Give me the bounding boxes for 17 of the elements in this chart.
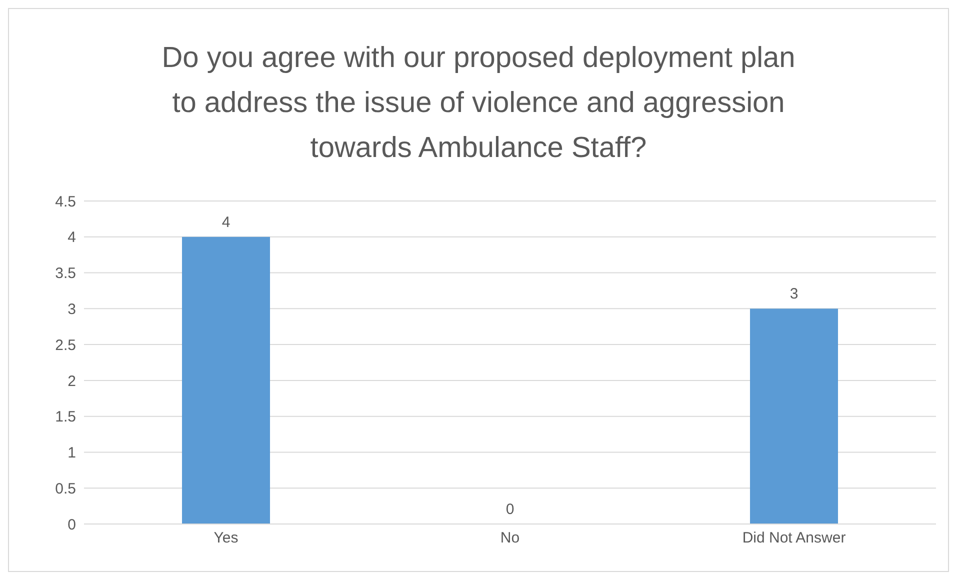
y-tick-label: 0 — [68, 516, 76, 534]
y-tick-label: 4 — [68, 229, 76, 246]
x-tick-label: No — [500, 530, 520, 547]
chart-title: Do you agree with our proposed deployment plan to address the issue of violence and aggression towards Ambulance Staff? — [160, 40, 796, 166]
y-tick-label: 2.5 — [55, 336, 76, 354]
data-label: 0 — [506, 501, 514, 518]
y-tick-label: 1 — [68, 444, 76, 462]
y-tick-label: 0.5 — [55, 480, 76, 498]
data-label: 4 — [222, 214, 230, 231]
x-tick-label: Yes — [214, 530, 238, 547]
y-tick-label: 3 — [68, 300, 76, 318]
y-tick-label: 4.5 — [55, 193, 76, 210]
y-tick-label: 2 — [68, 372, 76, 390]
y-tick-label: 3.5 — [55, 265, 76, 282]
data-label: 3 — [790, 286, 798, 303]
x-tick-label: Did Not Answer — [742, 530, 846, 547]
y-tick-label: 1.5 — [55, 408, 76, 426]
